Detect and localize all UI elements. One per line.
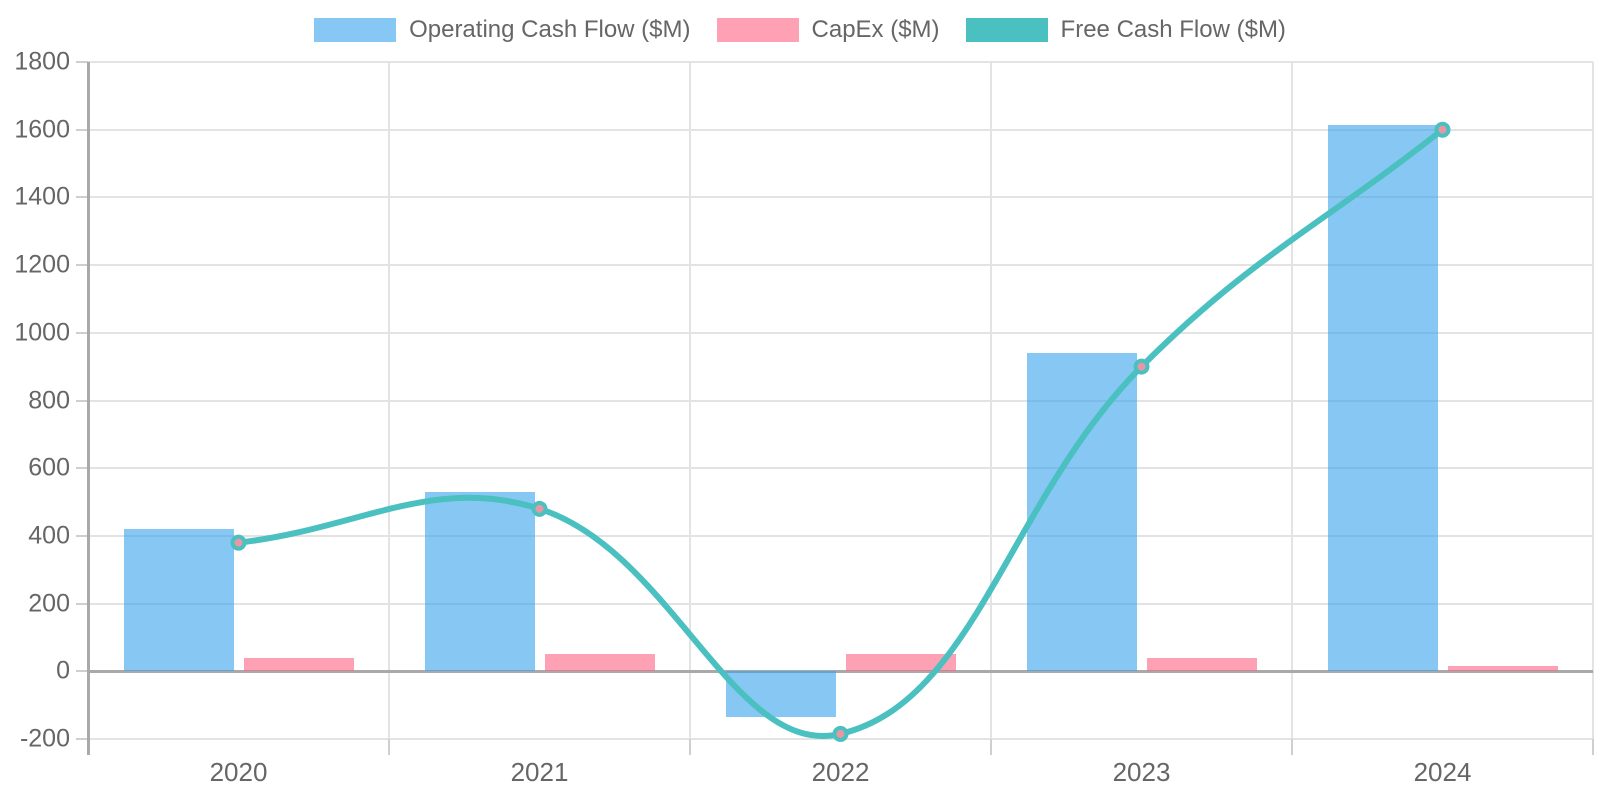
legend-swatch — [314, 18, 397, 42]
y-axis-tick-label: 400 — [28, 521, 70, 550]
x-gridline — [1592, 62, 1594, 739]
x-axis-tick-label: 2020 — [209, 757, 268, 787]
bar-capex-2023[interactable] — [1146, 657, 1257, 672]
y-tick-mark — [76, 399, 88, 402]
x-gridline — [689, 62, 691, 739]
y-axis-tick-label: 800 — [28, 386, 70, 414]
legend-item-free-cash-flow[interactable]: Free Cash Flow ($M) — [965, 16, 1286, 44]
bar-capex-2024[interactable] — [1447, 666, 1558, 672]
bar-operating-cash-flow-2022[interactable] — [725, 671, 836, 717]
x-tick-mark — [1592, 739, 1594, 755]
y-tick-mark — [76, 331, 88, 334]
x-gridline — [990, 62, 992, 739]
x-gridline — [388, 62, 390, 739]
free-cash-flow-point-2021[interactable] — [531, 500, 548, 517]
bar-operating-cash-flow-2023[interactable] — [1026, 353, 1137, 672]
y-tick-mark — [76, 467, 88, 470]
bar-capex-2022[interactable] — [845, 654, 956, 672]
y-tick-mark — [76, 534, 88, 537]
y-gridline — [88, 61, 1593, 63]
x-axis-tick-label: 2021 — [510, 757, 569, 787]
y-tick-mark — [76, 602, 88, 605]
x-axis-tick-label: 2024 — [1413, 757, 1472, 787]
x-tick-mark — [689, 739, 691, 755]
x-tick-mark — [990, 739, 992, 755]
y-axis-tick-label: -200 — [19, 724, 70, 753]
y-axis-tick-label: 1000 — [14, 318, 70, 347]
y-axis-tick-label: 1800 — [14, 47, 70, 76]
x-axis-tick-label: 2023 — [1112, 757, 1171, 787]
free-cash-flow-line — [235, 126, 1446, 739]
chart-legend: Operating Cash Flow ($M) CapEx ($M) Free C… — [0, 16, 1600, 44]
y-axis-tick-label: 0 — [56, 656, 70, 685]
y-tick-mark — [76, 196, 88, 199]
legend-label: Operating Cash Flow ($M) — [409, 16, 691, 43]
y-axis-tick-label: 1200 — [14, 250, 70, 279]
x-axis-tick-label: 2022 — [811, 757, 870, 787]
legend-label: CapEx ($M) — [811, 16, 940, 43]
free-cash-flow-point-2020[interactable] — [230, 534, 247, 551]
free-cash-flow-point-2023[interactable] — [1133, 358, 1150, 375]
y-axis-tick-label: 1600 — [14, 115, 70, 144]
y-tick-mark — [76, 264, 88, 267]
y-axis-tick-label: 600 — [28, 453, 70, 482]
y-axis-tick-label: 1400 — [14, 182, 70, 211]
y-tick-mark — [76, 738, 88, 740]
legend-item-capex[interactable]: CapEx ($M) — [716, 16, 940, 44]
bar-operating-cash-flow-2020[interactable] — [123, 529, 234, 672]
x-gridline — [1291, 62, 1293, 739]
bar-operating-cash-flow-2021[interactable] — [424, 491, 535, 672]
bar-capex-2021[interactable] — [544, 654, 655, 672]
y-tick-mark — [76, 670, 88, 673]
y-tick-mark — [76, 61, 88, 63]
legend-item-operating-cash-flow[interactable]: Operating Cash Flow ($M) — [314, 16, 691, 44]
bar-capex-2020[interactable] — [243, 657, 354, 672]
free-cash-flow-point-2022[interactable] — [832, 725, 849, 742]
x-tick-mark — [1291, 739, 1293, 755]
bar-operating-cash-flow-2024[interactable] — [1327, 124, 1438, 672]
legend-swatch — [965, 18, 1048, 42]
free-cash-flow-point-2024[interactable] — [1434, 121, 1451, 138]
legend-swatch — [716, 18, 799, 42]
y-tick-mark — [76, 128, 88, 131]
y-axis-line — [86, 62, 90, 755]
y-axis-tick-label: 200 — [28, 589, 70, 618]
legend-label: Free Cash Flow ($M) — [1060, 16, 1286, 43]
x-tick-mark — [388, 739, 390, 755]
